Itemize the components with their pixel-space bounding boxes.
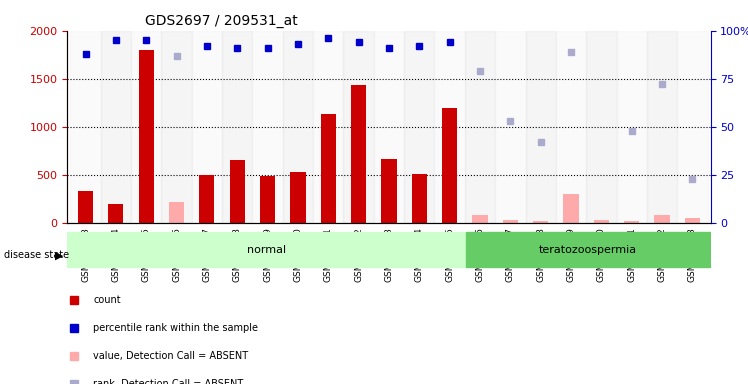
FancyBboxPatch shape <box>67 232 465 267</box>
Bar <box>313 31 343 223</box>
Bar <box>138 50 154 223</box>
Bar <box>526 31 556 223</box>
Text: rank, Detection Call = ABSENT: rank, Detection Call = ABSENT <box>93 379 243 384</box>
Bar <box>131 31 162 223</box>
Bar <box>252 31 283 223</box>
Bar <box>404 31 435 223</box>
Text: count: count <box>93 295 120 305</box>
Bar <box>351 86 367 223</box>
Bar <box>616 31 647 223</box>
Bar <box>162 31 191 223</box>
Bar <box>647 31 677 223</box>
FancyBboxPatch shape <box>465 232 711 267</box>
Bar <box>654 215 669 223</box>
Bar <box>685 218 700 223</box>
Bar <box>101 31 131 223</box>
Bar <box>283 31 313 223</box>
Bar <box>169 202 184 223</box>
Text: teratozoospermia: teratozoospermia <box>539 245 637 255</box>
Text: disease state: disease state <box>4 250 69 260</box>
Bar <box>222 31 252 223</box>
Bar <box>290 172 305 223</box>
Bar <box>260 176 275 223</box>
Bar <box>199 175 215 223</box>
Bar <box>435 31 465 223</box>
Text: ▶: ▶ <box>55 250 63 260</box>
Bar <box>343 31 374 223</box>
Bar <box>191 31 222 223</box>
Bar <box>78 191 93 223</box>
Bar <box>677 31 708 223</box>
Text: percentile rank within the sample: percentile rank within the sample <box>93 323 258 333</box>
Bar <box>374 31 404 223</box>
Bar <box>442 109 457 223</box>
Bar <box>503 220 518 223</box>
Bar <box>381 159 396 223</box>
Bar <box>594 220 609 223</box>
Bar <box>556 31 586 223</box>
Bar <box>70 31 101 223</box>
Bar <box>533 221 548 223</box>
Bar <box>465 31 495 223</box>
Bar <box>586 31 616 223</box>
Bar <box>563 194 579 223</box>
Bar <box>495 31 526 223</box>
Text: value, Detection Call = ABSENT: value, Detection Call = ABSENT <box>93 351 248 361</box>
Bar <box>624 221 640 223</box>
Bar <box>108 204 123 223</box>
Text: normal: normal <box>247 245 286 255</box>
Bar <box>321 114 336 223</box>
Bar <box>411 174 427 223</box>
Bar <box>473 215 488 223</box>
Text: GDS2697 / 209531_at: GDS2697 / 209531_at <box>144 14 297 28</box>
Bar <box>230 161 245 223</box>
